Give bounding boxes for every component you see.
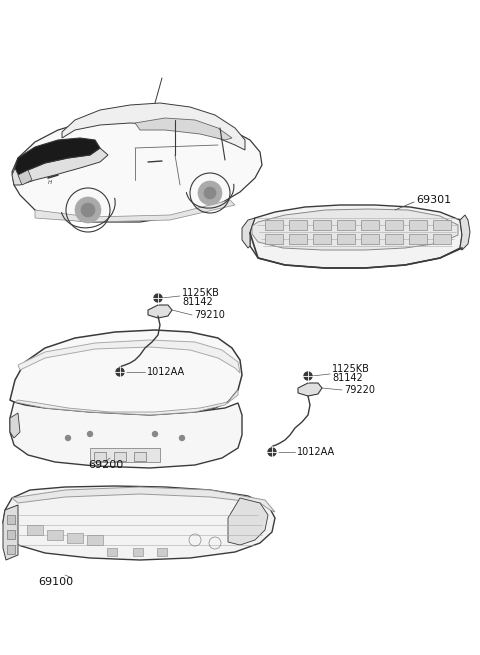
- Polygon shape: [10, 413, 20, 438]
- Polygon shape: [3, 505, 18, 560]
- Bar: [409, 220, 427, 230]
- Polygon shape: [18, 170, 32, 185]
- Text: 1012AA: 1012AA: [147, 367, 185, 377]
- Bar: [385, 234, 403, 244]
- Polygon shape: [35, 200, 235, 222]
- Bar: [27, 525, 43, 535]
- Circle shape: [180, 436, 184, 441]
- Bar: [409, 234, 427, 244]
- Bar: [337, 220, 355, 230]
- Circle shape: [154, 294, 162, 302]
- Circle shape: [87, 432, 93, 436]
- Bar: [107, 548, 117, 556]
- Bar: [313, 220, 331, 230]
- Text: 1125KB: 1125KB: [332, 364, 370, 374]
- Polygon shape: [298, 383, 322, 396]
- Bar: [94, 452, 106, 461]
- Bar: [265, 220, 283, 230]
- Polygon shape: [12, 118, 262, 222]
- Bar: [289, 220, 307, 230]
- Polygon shape: [15, 138, 100, 178]
- Circle shape: [81, 203, 95, 217]
- Circle shape: [65, 436, 71, 441]
- Bar: [433, 220, 451, 230]
- Bar: [90, 448, 160, 462]
- Circle shape: [268, 448, 276, 456]
- Bar: [7, 515, 15, 524]
- Circle shape: [304, 372, 312, 380]
- Text: 1125KB: 1125KB: [182, 288, 220, 298]
- Bar: [87, 535, 103, 545]
- Bar: [157, 548, 167, 556]
- Bar: [313, 234, 331, 244]
- Polygon shape: [148, 305, 172, 318]
- Polygon shape: [250, 205, 462, 268]
- Text: 81142: 81142: [332, 373, 363, 383]
- Polygon shape: [135, 118, 232, 140]
- Polygon shape: [460, 215, 470, 250]
- Text: 79210: 79210: [194, 310, 225, 320]
- Circle shape: [75, 197, 101, 223]
- Bar: [133, 548, 143, 556]
- Polygon shape: [242, 218, 255, 248]
- Bar: [114, 452, 126, 461]
- Text: 81142: 81142: [182, 297, 213, 307]
- Text: 69100: 69100: [38, 577, 73, 587]
- Bar: [134, 452, 146, 461]
- Bar: [385, 220, 403, 230]
- Circle shape: [198, 181, 222, 205]
- Text: 69200: 69200: [88, 460, 123, 470]
- Bar: [67, 533, 83, 543]
- Polygon shape: [10, 402, 242, 468]
- Polygon shape: [18, 340, 240, 373]
- Bar: [361, 220, 379, 230]
- Text: 1012AA: 1012AA: [297, 447, 335, 457]
- Bar: [433, 234, 451, 244]
- Bar: [265, 234, 283, 244]
- Polygon shape: [252, 209, 458, 250]
- Polygon shape: [62, 103, 245, 150]
- Bar: [337, 234, 355, 244]
- Circle shape: [153, 432, 157, 436]
- Bar: [289, 234, 307, 244]
- Bar: [7, 545, 15, 554]
- Polygon shape: [12, 487, 275, 512]
- Bar: [7, 530, 15, 539]
- Bar: [361, 234, 379, 244]
- Circle shape: [116, 368, 124, 376]
- Polygon shape: [228, 498, 268, 545]
- Polygon shape: [12, 148, 108, 185]
- Text: 79220: 79220: [344, 385, 375, 395]
- Polygon shape: [15, 390, 238, 415]
- Polygon shape: [10, 330, 242, 415]
- Text: H: H: [48, 181, 52, 185]
- Polygon shape: [3, 486, 275, 560]
- Circle shape: [204, 187, 216, 199]
- Text: 69301: 69301: [416, 195, 451, 205]
- Bar: [47, 530, 63, 540]
